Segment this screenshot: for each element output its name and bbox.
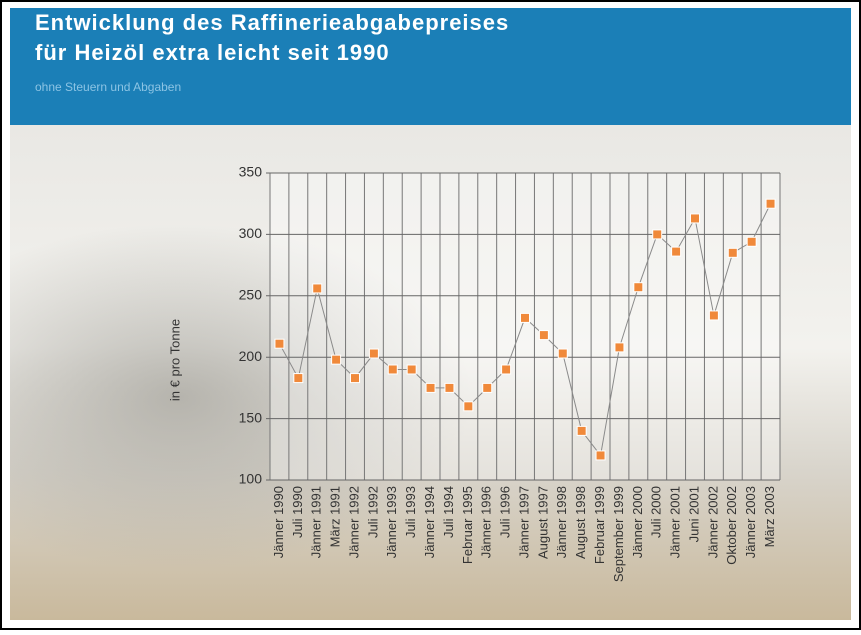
x-tick-label: Juli 2000 (649, 486, 664, 538)
x-tick-label: September 1999 (611, 486, 626, 582)
subtitle: ohne Steuern und Abgaben (35, 80, 181, 94)
data-point (483, 383, 492, 392)
data-point (275, 339, 284, 348)
x-tick-label: Jänner 1997 (516, 486, 531, 558)
data-point (596, 451, 605, 460)
data-point (615, 343, 624, 352)
data-point (502, 365, 511, 374)
y-tick-label: 250 (239, 287, 263, 303)
data-point (445, 383, 454, 392)
data-point (313, 284, 322, 293)
chart: Entwicklung des Raffinerieabgabepreises … (0, 0, 861, 630)
data-point (351, 374, 360, 383)
y-tick-label: 300 (239, 225, 263, 241)
x-tick-label: August 1997 (535, 486, 550, 559)
y-tick-label: 150 (239, 409, 263, 425)
x-tick-label: Juli 1992 (365, 486, 380, 538)
y-tick-label: 100 (239, 471, 263, 487)
x-tick-label: März 1991 (328, 486, 343, 547)
y-axis-label: in € pro Tonne (167, 319, 182, 401)
x-tick-label: Juli 1993 (403, 486, 418, 538)
data-point (388, 365, 397, 374)
data-point (577, 426, 586, 435)
x-tick-label: Jänner 1993 (384, 486, 399, 558)
x-tick-label: Jänner 2002 (705, 486, 720, 558)
x-tick-label: Jänner 1994 (422, 486, 437, 558)
data-point (521, 313, 530, 322)
data-point (294, 374, 303, 383)
data-point (691, 214, 700, 223)
data-point (709, 311, 718, 320)
data-point (653, 230, 662, 239)
data-point (464, 402, 473, 411)
data-point (634, 283, 643, 292)
data-point (558, 349, 567, 358)
x-tick-label: Juni 2001 (686, 486, 701, 542)
data-point (766, 199, 775, 208)
x-tick-label: Juli 1994 (441, 486, 456, 538)
title-line: Entwicklung des Raffinerieabgabepreises (35, 10, 509, 35)
data-point (332, 355, 341, 364)
y-tick-label: 350 (239, 164, 263, 180)
title-line: für Heizöl extra leicht seit 1990 (35, 40, 390, 65)
data-point (747, 237, 756, 246)
data-point (369, 349, 378, 358)
x-tick-label: Jänner 1992 (346, 486, 361, 558)
x-tick-label: Oktober 2002 (724, 486, 739, 565)
x-tick-label: August 1998 (573, 486, 588, 559)
data-point (426, 383, 435, 392)
x-tick-label: Jänner 2000 (630, 486, 645, 558)
x-tick-label: Jänner 1990 (271, 486, 286, 558)
x-tick-label: Juli 1996 (498, 486, 513, 538)
y-tick-label: 200 (239, 348, 263, 364)
data-point (407, 365, 416, 374)
x-tick-label: Jänner 1991 (309, 486, 324, 558)
x-tick-label: März 2003 (762, 486, 777, 547)
page: Entwicklung des Raffinerieabgabepreises … (0, 0, 861, 630)
x-tick-label: Jänner 2001 (668, 486, 683, 558)
plot-area (270, 173, 780, 480)
x-tick-label: Februar 1999 (592, 486, 607, 564)
x-tick-label: Jänner 1996 (479, 486, 494, 558)
data-point (672, 247, 681, 256)
x-tick-label: Februar 1995 (460, 486, 475, 564)
data-point (539, 331, 548, 340)
data-point (728, 248, 737, 257)
x-tick-label: Jänner 2003 (743, 486, 758, 558)
x-tick-label: Jänner 1998 (554, 486, 569, 558)
x-tick-label: Juli 1990 (290, 486, 305, 538)
